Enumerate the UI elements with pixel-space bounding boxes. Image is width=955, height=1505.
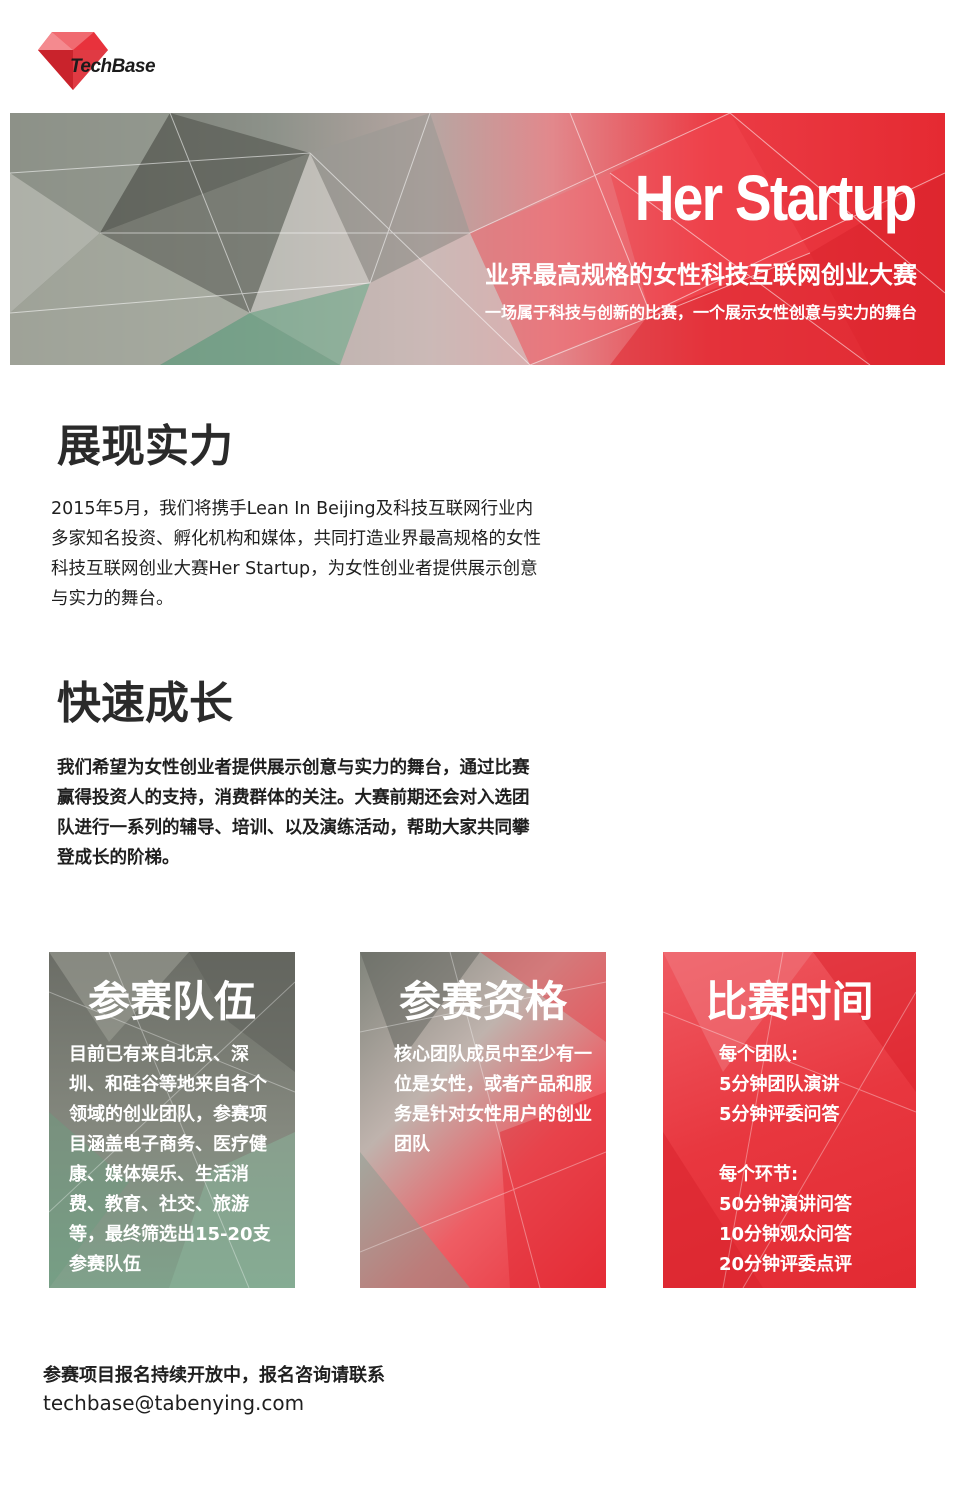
card-lines-schedule: 每个团队: 5分钟团队演讲 5分钟评委问答 每个环节: 50分钟演讲问答 10分…	[719, 1040, 852, 1280]
card-title-schedule: 比赛时间	[705, 977, 874, 1026]
schedule-line: 5分钟团队演讲	[719, 1074, 840, 1095]
banner-title: Her Startup	[634, 162, 917, 234]
schedule-line: 每个团队:	[719, 1044, 799, 1065]
contact-text: 参赛项目报名持续开放中，报名咨询请联系	[43, 1365, 385, 1386]
card-polygon-background	[49, 952, 295, 1288]
contact-email-link[interactable]: techbase@tabenying.com	[43, 1391, 305, 1415]
schedule-line: 5分钟评委问答	[719, 1104, 840, 1125]
schedule-line: 20分钟评委点评	[719, 1254, 853, 1275]
ruby-gem-icon	[38, 32, 108, 90]
section-title-fast-growth: 快速成长	[57, 678, 233, 729]
section-body-fast-growth: 我们希望为女性创业者提供展示创意与实力的舞台，通过比赛赢得投资人的支持，消费群体…	[57, 758, 530, 868]
schedule-line: 50分钟演讲问答	[719, 1194, 853, 1215]
card-polygon-background	[663, 952, 916, 1288]
card-eligibility: 参赛资格 核心团队成员中至少有一位是女性，或者产品和服务是针对女性用户的创业团队	[360, 952, 606, 1288]
schedule-line	[719, 1130, 852, 1160]
banner-subtitle: 业界最高规格的女性科技互联网创业大赛	[485, 261, 917, 289]
card-teams: 参赛队伍 目前已有来自北京、深圳、和硅谷等地来自各个领域的创业团队，参赛项目涵盖…	[49, 952, 295, 1288]
card-title-teams: 参赛队伍	[87, 977, 256, 1026]
card-schedule: 比赛时间 每个团队: 5分钟团队演讲 5分钟评委问答 每个环节: 50分钟演讲问…	[663, 952, 916, 1288]
polygon-background	[10, 113, 945, 365]
techbase-logo: TechBase	[38, 30, 168, 92]
section-body-show-strength: 2015年5月，我们将携手Lean In Beijing及科技互联网行业内多家知…	[51, 499, 541, 609]
card-polygon-background	[360, 952, 606, 1288]
card-title-eligibility: 参赛资格	[398, 977, 567, 1026]
banner-tagline: 一场属于科技与创新的比赛，一个展示女性创意与实力的舞台	[484, 303, 917, 322]
schedule-line: 每个环节:	[719, 1164, 799, 1185]
card-body-teams: 目前已有来自北京、深圳、和硅谷等地来自各个领域的创业团队，参赛项目涵盖电子商务、…	[69, 1044, 271, 1275]
logo-text: TechBase	[70, 56, 156, 77]
hero-banner: Her Startup 业界最高规格的女性科技互联网创业大赛 一场属于科技与创新…	[10, 113, 945, 365]
card-body-eligibility: 核心团队成员中至少有一位是女性，或者产品和服务是针对女性用户的创业团队	[394, 1044, 592, 1155]
section-title-show-strength: 展现实力	[57, 421, 233, 472]
schedule-line: 10分钟观众问答	[719, 1224, 853, 1245]
